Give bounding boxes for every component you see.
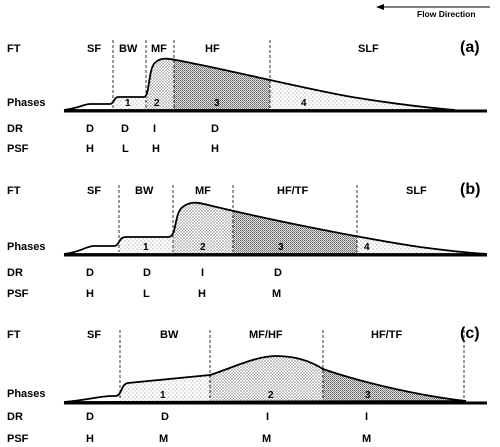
dr-value: D <box>274 267 282 279</box>
row-label-phases: Phases <box>7 97 46 109</box>
row-label-dr: DR <box>7 267 23 279</box>
row-label-dr: DR <box>7 123 23 135</box>
stipple-fill <box>119 202 487 254</box>
row-label-dr: DR <box>7 411 23 423</box>
zone-label: MF <box>151 43 167 55</box>
psf-value: L <box>122 143 129 155</box>
flow-profile-outline <box>63 201 488 255</box>
flow-profile-outline <box>63 57 456 111</box>
zone-label: SF <box>87 185 101 197</box>
dr-value: D <box>161 411 169 423</box>
dr-value: D <box>86 411 94 423</box>
zone-label: SF <box>87 43 101 55</box>
phase-label: 3 <box>365 390 371 401</box>
zone-label: MF/HF <box>249 329 283 341</box>
dr-value: I <box>153 123 156 135</box>
row-label-psf: PSF <box>7 288 29 300</box>
dr-value: I <box>201 267 204 279</box>
phase-label: 2 <box>154 98 160 109</box>
psf-value: L <box>143 288 150 300</box>
row-label-phases: Phases <box>7 388 46 400</box>
zone-label: SLF <box>406 185 427 197</box>
row-label-psf: PSF <box>7 433 29 445</box>
panel-label: (b) <box>460 181 480 198</box>
row-label-ft: FT <box>7 329 21 341</box>
zone-label: MF <box>195 185 211 197</box>
zone-label: BW <box>119 43 138 55</box>
zone-label: BW <box>135 185 154 197</box>
phase-label: 4 <box>364 242 370 253</box>
phase-label: 4 <box>301 98 307 109</box>
panel-b: FT Phases DR PSF SF BW MF HF/TF SLF (b) … <box>7 181 488 300</box>
zone-label: BW <box>160 329 179 341</box>
psf-value: H <box>86 143 94 155</box>
dr-value: D <box>121 123 129 135</box>
psf-value: H <box>86 433 94 445</box>
dr-value: D <box>143 267 151 279</box>
flow-direction-label: Flow Direction <box>417 9 476 19</box>
psf-value: H <box>211 143 219 155</box>
stipple-fill <box>114 58 455 110</box>
phase-label: 2 <box>268 390 274 401</box>
panel-label: (c) <box>460 325 480 342</box>
psf-value: H <box>198 288 206 300</box>
zone-label: HF/TF <box>277 185 308 197</box>
flow-direction-indicator: Flow Direction <box>376 4 490 19</box>
psf-value: M <box>272 288 281 300</box>
psf-value: H <box>152 143 160 155</box>
row-label-psf: PSF <box>7 143 29 155</box>
zone-label: SLF <box>358 43 379 55</box>
zone-label: HF <box>205 43 220 55</box>
panel-label: (a) <box>460 39 480 56</box>
phase-label: 1 <box>125 98 131 109</box>
phase-label: 1 <box>143 242 149 253</box>
zone-label: SF <box>87 329 101 341</box>
psf-value: M <box>159 433 168 445</box>
row-label-ft: FT <box>7 185 21 197</box>
phase-label: 1 <box>160 390 166 401</box>
flow-profile-outline <box>63 355 467 403</box>
row-label-phases: Phases <box>7 241 46 253</box>
dr-value: I <box>365 411 368 423</box>
phase-label: 3 <box>214 98 220 109</box>
psf-value: M <box>262 433 271 445</box>
phase-label: 2 <box>200 242 206 253</box>
dr-value: D <box>86 267 94 279</box>
psf-value: H <box>86 288 94 300</box>
row-label-ft: FT <box>7 43 21 55</box>
dr-value: D <box>86 123 94 135</box>
psf-value: M <box>362 433 371 445</box>
zone-label: HF/TF <box>371 329 402 341</box>
flow-direction-arrow-icon <box>376 4 384 10</box>
dr-value: D <box>211 123 219 135</box>
panel-c: FT Phases DR PSF SF BW MF/HF HF/TF (c) 1… <box>7 325 487 445</box>
panel-a: FT Phases DR PSF SF BW MF HF SLF (a) 1 2… <box>7 39 487 155</box>
phase-label: 3 <box>278 242 284 253</box>
dr-value: I <box>266 411 269 423</box>
